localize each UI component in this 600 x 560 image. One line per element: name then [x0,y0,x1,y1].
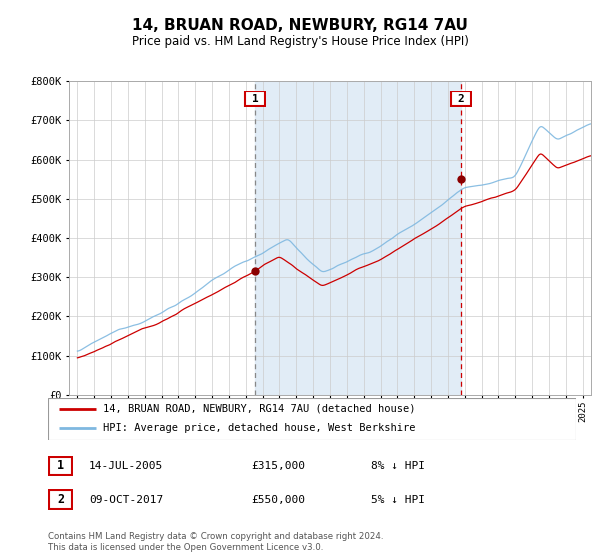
FancyBboxPatch shape [48,398,576,440]
Text: Price paid vs. HM Land Registry's House Price Index (HPI): Price paid vs. HM Land Registry's House … [131,35,469,49]
Text: 2: 2 [457,94,464,104]
Text: Contains HM Land Registry data © Crown copyright and database right 2024.
This d: Contains HM Land Registry data © Crown c… [48,533,383,552]
Text: 1: 1 [57,459,64,473]
Text: 1: 1 [251,94,258,104]
Text: £550,000: £550,000 [251,494,305,505]
Text: £315,000: £315,000 [251,461,305,471]
Text: 2: 2 [57,493,64,506]
Text: 5% ↓ HPI: 5% ↓ HPI [371,494,425,505]
Text: 09-OCT-2017: 09-OCT-2017 [89,494,163,505]
Text: HPI: Average price, detached house, West Berkshire: HPI: Average price, detached house, West… [103,423,416,433]
FancyBboxPatch shape [451,91,471,106]
Text: 14, BRUAN ROAD, NEWBURY, RG14 7AU: 14, BRUAN ROAD, NEWBURY, RG14 7AU [132,18,468,32]
Bar [255,81,461,395]
FancyBboxPatch shape [49,457,72,475]
Text: 14, BRUAN ROAD, NEWBURY, RG14 7AU (detached house): 14, BRUAN ROAD, NEWBURY, RG14 7AU (detac… [103,404,416,414]
FancyBboxPatch shape [245,91,265,106]
FancyBboxPatch shape [49,491,72,508]
Text: 14-JUL-2005: 14-JUL-2005 [89,461,163,471]
Text: 8% ↓ HPI: 8% ↓ HPI [371,461,425,471]
